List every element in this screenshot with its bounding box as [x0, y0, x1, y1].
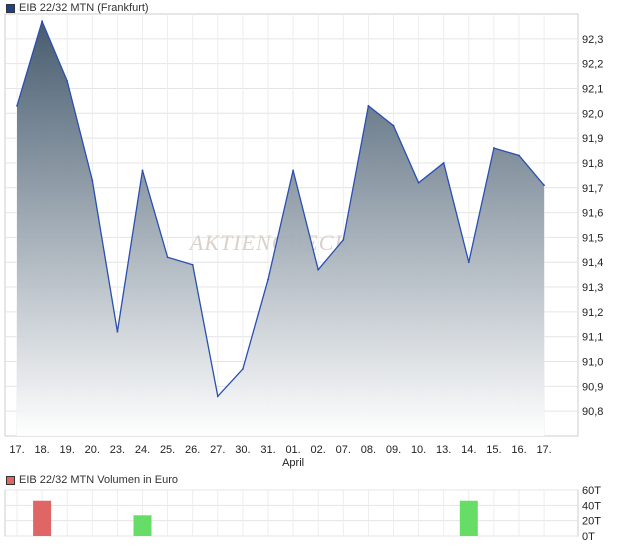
price-point — [493, 147, 495, 149]
x-tick-label: 31. — [260, 444, 275, 456]
x-tick-label: 19. — [60, 444, 75, 456]
price-y-tick-label: 91,7 — [582, 183, 603, 195]
price-y-tick-label: 91,6 — [582, 208, 603, 220]
price-y-tick-label: 92,0 — [582, 108, 603, 120]
price-y-tick-label: 91,1 — [582, 332, 603, 344]
x-tick-label: 13. — [436, 444, 451, 456]
x-tick-label: 15. — [486, 444, 501, 456]
x-tick-label: 26. — [185, 444, 200, 456]
volume-y-tick-label: 40T — [582, 500, 601, 512]
price-legend: EIB 22/32 MTN (Frankfurt) — [6, 2, 149, 14]
price-area — [17, 21, 545, 437]
price-legend-label: EIB 22/32 MTN (Frankfurt) — [19, 2, 149, 14]
x-tick-label: 02. — [311, 444, 326, 456]
volume-bar — [133, 515, 152, 536]
x-tick-label: 07. — [336, 444, 351, 456]
price-y-tick-label: 91,4 — [582, 257, 603, 269]
x-tick-label: 27. — [210, 444, 225, 456]
price-point — [242, 368, 244, 370]
volume-bar — [459, 500, 478, 536]
price-point — [342, 238, 345, 241]
price-line — [16, 19, 545, 398]
price-point — [216, 395, 219, 398]
price-point — [292, 169, 294, 172]
price-point — [66, 80, 69, 82]
volume-y-tick-label: 60T — [582, 485, 601, 497]
watermark: AKTIENCHECK — [188, 230, 350, 255]
x-tick-label: 16. — [511, 444, 526, 456]
x-tick-label: 14. — [461, 444, 476, 456]
price-y-tick-label: 92,1 — [582, 83, 603, 95]
price-y-tick-label: 91,8 — [582, 158, 603, 170]
x-tick-label: 09. — [386, 444, 401, 456]
price-point — [116, 330, 119, 333]
volume-legend: EIB 22/32 MTN Volumen in Euro — [6, 474, 178, 486]
x-tick-label: 23. — [110, 444, 125, 456]
volume-bar — [33, 500, 52, 536]
price-point — [392, 124, 395, 127]
price-point — [518, 154, 520, 157]
price-y-tick-label: 91,5 — [582, 232, 603, 244]
x-tick-label: 18. — [34, 444, 49, 456]
volume-y-tick-label: 0T — [582, 531, 595, 543]
x-tick-label: 17. — [536, 444, 551, 456]
price-y-tick-label: 91,0 — [582, 357, 603, 369]
volume-legend-label: EIB 22/32 MTN Volumen in Euro — [19, 474, 178, 486]
x-tick-label: 08. — [361, 444, 376, 456]
price-y-tick-label: 90,9 — [582, 381, 603, 393]
x-tick-label: 30. — [235, 444, 250, 456]
price-y-tick-label: 92,2 — [582, 59, 603, 71]
price-y-tick-label: 91,9 — [582, 133, 603, 145]
volume-plot: 0T 20T 40T 60T — [4, 485, 601, 543]
price-point — [166, 256, 169, 259]
x-tick-label: 01. — [285, 444, 300, 456]
price-plot: 90,8 90,9 91,0 91,1 91,2 91,3 91,4 91,5 91,6 91,7… — [4, 13, 603, 469]
price-y-tick-label: 91,3 — [582, 282, 603, 294]
price-point — [267, 278, 269, 281]
x-tick-label: 17. — [9, 444, 24, 456]
price-point — [367, 104, 370, 107]
x-tick-label: 25. — [160, 444, 175, 456]
price-point — [41, 20, 43, 23]
price-point — [141, 169, 144, 172]
price-point — [543, 184, 545, 187]
price-legend-swatch — [6, 3, 15, 13]
price-point — [317, 268, 320, 271]
x-tick-label: 10. — [411, 444, 426, 456]
price-point — [467, 261, 470, 264]
price-point — [191, 263, 194, 266]
x-tick-label: 24. — [135, 444, 150, 456]
volume-plot-frame — [4, 489, 579, 537]
volume-legend-swatch — [6, 475, 15, 485]
price-point — [442, 162, 445, 164]
price-point — [417, 181, 420, 184]
x-month-label: April — [282, 457, 304, 469]
price-y-tick-label: 91,2 — [582, 307, 603, 319]
price-y-tick-label: 92,3 — [582, 34, 603, 46]
volume-y-tick-label: 20T — [582, 516, 601, 528]
x-tick-label: 20. — [85, 444, 100, 456]
price-point — [16, 104, 18, 107]
price-y-tick-label: 90,8 — [582, 406, 603, 418]
price-point — [91, 179, 94, 182]
